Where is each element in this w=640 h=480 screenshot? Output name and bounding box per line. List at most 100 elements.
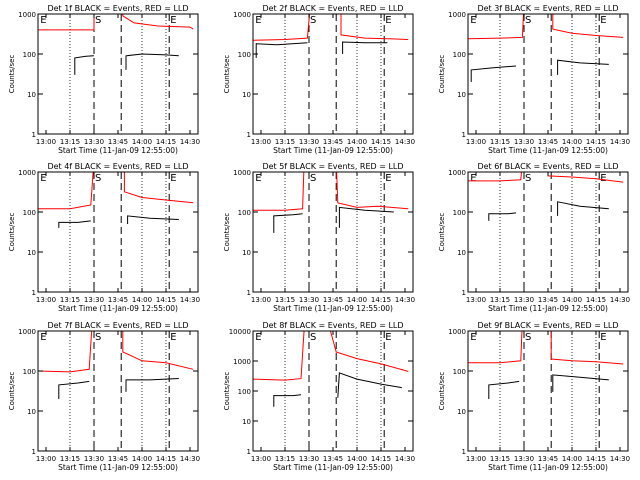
plot-frame	[37, 171, 199, 293]
series-line	[253, 172, 305, 211]
x-axis-label: Start Time (11-Jan-09 12:55:00)	[273, 463, 393, 472]
x-tick-label: 13:30	[514, 138, 534, 146]
x-tick-label: 13:45	[538, 138, 558, 146]
x-tick-label: 14:30	[610, 455, 630, 463]
marker-label: S	[310, 173, 316, 184]
x-tick-label: 13:00	[36, 138, 56, 146]
series-line	[488, 212, 517, 221]
y-tick-label: 1000	[18, 11, 36, 19]
series-line	[255, 42, 308, 58]
marker-label: E	[470, 15, 476, 26]
series-line	[253, 14, 311, 41]
marker-label: E	[255, 15, 261, 26]
y-tick-label: 1	[462, 289, 466, 297]
chart-title: Det 3f BLACK = Events, RED = LLD	[477, 4, 618, 13]
marker-label: E	[600, 15, 606, 26]
y-tick-label: 100	[453, 368, 466, 376]
x-tick-label: 14:30	[610, 138, 630, 146]
x-tick-label: 14:00	[347, 455, 367, 463]
x-tick-label: 14:30	[180, 138, 200, 146]
plot-frame	[37, 330, 199, 452]
series-line	[122, 14, 194, 30]
marker-label: E	[170, 15, 176, 26]
marker-label: E	[255, 332, 261, 343]
marker-label: E	[170, 332, 176, 343]
y-tick-label: 1	[462, 131, 466, 139]
x-tick-label: 14:15	[371, 138, 391, 146]
x-axis-label: Start Time (11-Jan-09 12:55:00)	[273, 304, 393, 313]
y-tick-label: 10	[27, 91, 36, 99]
y-tick-label: 1	[462, 448, 466, 456]
y-tick-label: 1000	[18, 169, 36, 177]
y-axis-label: Counts/sec	[223, 213, 231, 252]
x-tick-label: 14:30	[180, 455, 200, 463]
series-line	[329, 331, 409, 372]
x-tick-label: 13:15	[275, 138, 295, 146]
x-axis-label: Start Time (11-Jan-09 12:55:00)	[58, 146, 178, 155]
y-tick-label: 10	[242, 418, 251, 426]
x-tick-label: 13:15	[490, 138, 510, 146]
chart-title: Det 1f BLACK = Events, RED = LLD	[47, 4, 188, 13]
x-tick-label: 14:15	[371, 455, 391, 463]
marker-label: S	[95, 332, 101, 343]
x-tick-label: 14:15	[586, 296, 606, 304]
y-tick-label: 1	[247, 131, 251, 139]
series-line	[58, 220, 91, 228]
y-axis-label: Counts/sec	[438, 213, 446, 252]
series-line	[125, 53, 179, 70]
series-line	[273, 213, 303, 233]
series-line	[470, 65, 517, 82]
x-tick-label: 14:00	[132, 455, 152, 463]
marker-label: S	[310, 15, 316, 26]
x-tick-label: 13:45	[538, 296, 558, 304]
marker-label: E	[40, 332, 46, 343]
y-tick-label: 100	[238, 388, 251, 396]
y-tick-label: 100	[238, 51, 251, 59]
y-tick-label: 10	[27, 408, 36, 416]
x-tick-label: 13:45	[323, 455, 343, 463]
series-line	[125, 378, 179, 392]
x-tick-label: 13:45	[323, 296, 343, 304]
x-tick-label: 13:00	[36, 296, 56, 304]
series-line	[468, 172, 522, 182]
y-tick-label: 1	[32, 289, 36, 297]
series-line	[468, 14, 524, 40]
y-tick-label: 10	[457, 408, 466, 416]
x-tick-label: 14:30	[395, 296, 415, 304]
x-tick-label: 14:15	[371, 296, 391, 304]
x-tick-label: 13:45	[108, 296, 128, 304]
x-tick-label: 14:00	[347, 138, 367, 146]
marker-label: S	[95, 15, 101, 26]
chart-title: Det 4f BLACK = Events, RED = LLD	[47, 162, 188, 171]
y-axis-label: Counts/sec	[8, 372, 16, 411]
series-line	[488, 380, 520, 399]
x-tick-label: 13:45	[538, 455, 558, 463]
marker-label: E	[385, 173, 391, 184]
y-tick-label: 1000	[233, 11, 251, 19]
series-line	[336, 172, 409, 210]
series-line	[552, 374, 609, 392]
marker-label: E	[170, 173, 176, 184]
x-tick-label: 13:00	[466, 296, 486, 304]
y-axis-label: Counts/sec	[438, 372, 446, 411]
chart-title: Det 2f BLACK = Events, RED = LLD	[262, 4, 403, 13]
series-line	[273, 394, 302, 407]
y-tick-label: 100	[453, 51, 466, 59]
x-axis-label: Start Time (11-Jan-09 12:55:00)	[488, 304, 608, 313]
marker-label: E	[600, 173, 606, 184]
y-tick-label: 100	[453, 209, 466, 217]
series-line	[74, 55, 95, 75]
series-line	[38, 331, 93, 373]
y-tick-label: 1000	[448, 11, 466, 19]
x-tick-label: 14:30	[180, 296, 200, 304]
x-tick-label: 14:00	[132, 138, 152, 146]
x-tick-label: 14:30	[395, 138, 415, 146]
x-axis-label: Start Time (11-Jan-09 12:55:00)	[488, 463, 608, 472]
x-tick-label: 14:15	[156, 138, 176, 146]
x-tick-label: 13:30	[84, 455, 104, 463]
x-tick-label: 13:00	[251, 296, 271, 304]
x-tick-label: 13:30	[299, 138, 319, 146]
